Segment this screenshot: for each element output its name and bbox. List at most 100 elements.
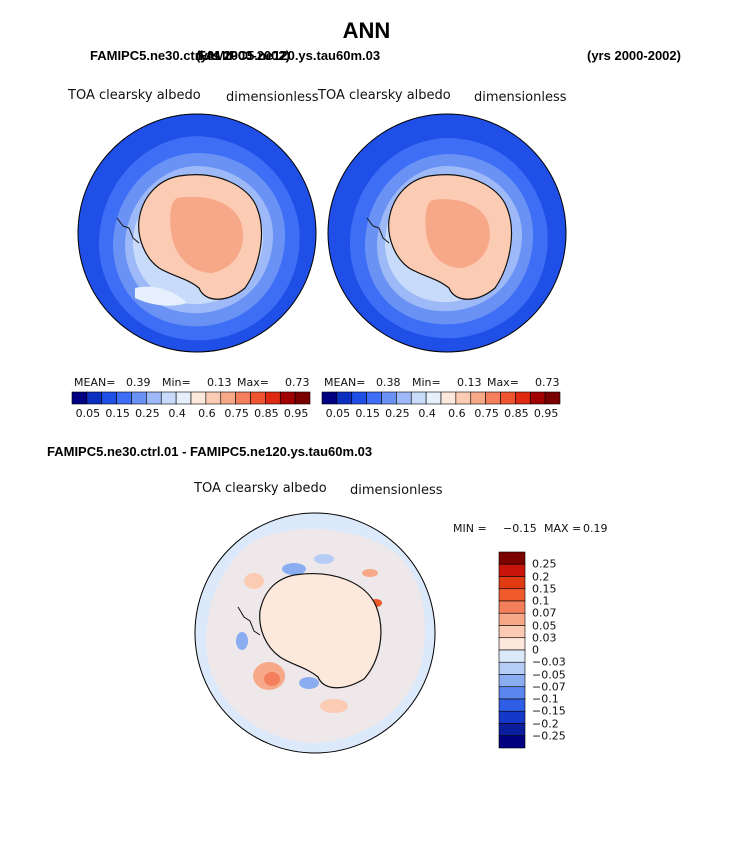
colorbar-diff-tick-label: 0.1 (532, 594, 550, 608)
colorbar-test-swatch (440, 391, 457, 405)
colorbar-diff-tick-label: 0.15 (532, 582, 557, 596)
colorbar-ctrl-swatch (131, 391, 147, 405)
colorbar-diff-swatch (498, 551, 526, 565)
colorbar-diff-swatch (498, 723, 526, 737)
colorbar-ctrl-labels: 0.05 0.15 0.25 0.4 0.6 0.75 0.85 0.95 (72, 407, 310, 421)
colorbar-diff-swatch (498, 735, 526, 749)
colorbar-test-tick-label: 0.4 (418, 407, 436, 420)
colorbar-ctrl-swatch (86, 391, 103, 405)
colorbar-diff-swatch (498, 649, 526, 663)
colorbar-test-swatch (544, 391, 561, 405)
colorbar-diff-swatch (498, 637, 526, 651)
colorbar-ctrl-tick-label: 0.05 (75, 407, 101, 420)
panel2-min-label: Min= (412, 376, 441, 389)
diff-max-label: MAX = (544, 522, 582, 535)
colorbar-diff-swatch (498, 588, 526, 602)
colorbar-diff-tick-label: −0.03 (532, 655, 566, 669)
panel2-mean: 0.38 (376, 376, 401, 389)
panel2-mean-label: MEAN= (324, 376, 366, 389)
colorbar-ctrl (71, 391, 311, 405)
colorbar-test-swatch (529, 391, 546, 405)
colorbar-diff-swatch (498, 661, 526, 675)
colorbar-diff-swatch (498, 710, 526, 724)
colorbar-test-swatch (500, 391, 516, 405)
panel1-min: 0.13 (207, 376, 232, 389)
colorbar-diff-tick-label: 0.07 (532, 606, 557, 620)
colorbar-test-swatch (515, 391, 531, 405)
panel2-min: 0.13 (457, 376, 482, 389)
colorbar-diff-swatch (498, 576, 526, 590)
colorbar-diff-swatch (498, 612, 526, 626)
colorbar-ctrl-swatch (220, 391, 236, 405)
colorbar-diff-tick-label: 0.03 (532, 631, 557, 645)
colorbar-ctrl-swatch (101, 391, 117, 405)
colorbar-test-swatch (336, 391, 353, 405)
colorbar-ctrl-swatch (265, 391, 281, 405)
colorbar-test-swatch (321, 391, 338, 405)
panel1-mean-label: MEAN= (74, 376, 116, 389)
colorbar-ctrl-swatch (279, 391, 296, 405)
panel1-units: dimensionless (226, 90, 319, 105)
colorbar-ctrl-swatch (175, 391, 192, 405)
colorbar-diff-swatch (498, 600, 526, 614)
colorbar-ctrl-tick-label: 0.4 (168, 407, 186, 420)
panel1-mean: 0.39 (126, 376, 151, 389)
colorbar-diff-tick-label: −0.07 (532, 680, 566, 694)
colorbar-test-swatch (410, 391, 427, 405)
colorbar-ctrl-swatch (205, 391, 222, 405)
panel2-units: dimensionless (474, 90, 567, 105)
colorbar-test-tick-label: 0.95 (533, 407, 559, 420)
colorbar-test-swatch (485, 391, 501, 405)
colorbar-diff-tick-label: 0.25 (532, 557, 557, 571)
colorbar-ctrl-swatch (146, 391, 162, 405)
colorbar-ctrl-swatch (71, 391, 88, 405)
panel1-max: 0.73 (285, 376, 310, 389)
colorbar-diff-tick-label: 0.2 (532, 570, 550, 583)
colorbar-test (321, 391, 561, 405)
panel1-variable: TOA clearsky albedo (68, 88, 201, 103)
colorbar-ctrl-swatch (190, 391, 207, 405)
diff-title: FAMIPC5.ne30.ctrl.01 - FAMIPC5.ne120.ys.… (47, 444, 373, 459)
colorbar-diff-tick-label: −0.1 (532, 692, 559, 706)
colorbar-ctrl-tick-label: 0.15 (105, 407, 130, 420)
colorbar-ctrl-swatch (116, 391, 132, 405)
map-ctrl (77, 113, 317, 353)
colorbar-diff-tick-label: −0.25 (532, 729, 566, 743)
colorbar-test-tick-label: 0.05 (325, 407, 351, 420)
panel1-min-label: Min= (162, 376, 191, 389)
colorbar-test-swatch (351, 391, 367, 405)
colorbar-diff-swatch (498, 563, 526, 577)
panel2-variable: TOA clearsky albedo (318, 88, 451, 103)
colorbar-test-swatch (396, 391, 412, 405)
colorbar-diff-tick-label: 0 (532, 643, 539, 657)
main-title: ANN (342, 18, 391, 43)
diff-max: 0.19 (583, 522, 608, 535)
colorbar-test-swatch (425, 391, 442, 405)
colorbar-ctrl-swatch (250, 391, 266, 405)
colorbar-diff (498, 551, 526, 749)
colorbar-test-swatch (470, 391, 486, 405)
colorbar-ctrl-swatch (235, 391, 251, 405)
colorbar-diff-swatch (498, 674, 526, 688)
diff-units: dimensionless (350, 483, 443, 498)
panel2-max-label: Max= (487, 376, 519, 389)
colorbar-test-labels: 0.05 0.15 0.25 0.4 0.6 0.75 0.85 0.95 (322, 407, 560, 421)
colorbar-diff-tick-label: −0.2 (532, 717, 559, 730)
colorbar-diff-tick-label: −0.05 (532, 668, 566, 681)
colorbar-ctrl-swatch (294, 391, 311, 405)
colorbar-diff-tick-label: 0.05 (532, 619, 557, 632)
map-test (327, 113, 567, 353)
colorbar-test-tick-label: 0.6 (448, 407, 466, 420)
years-label-2: (yrs 2000-2002) (587, 48, 681, 63)
panel1-max-label: Max= (237, 376, 269, 389)
case-title-1: FAMIPC5.ne30.ctrl.01 (90, 48, 222, 63)
colorbar-ctrl-swatch (160, 391, 177, 405)
colorbar-ctrl-tick-label: 0.95 (283, 407, 309, 420)
years-label-1: (yrs 2000-2002) (196, 48, 290, 63)
colorbar-diff-tick-label: −0.15 (532, 704, 566, 718)
map-diff (194, 512, 436, 754)
colorbar-ctrl-tick-label: 0.85 (254, 407, 279, 420)
colorbar-test-swatch (381, 391, 397, 405)
diff-min-label: MIN = (453, 522, 487, 535)
